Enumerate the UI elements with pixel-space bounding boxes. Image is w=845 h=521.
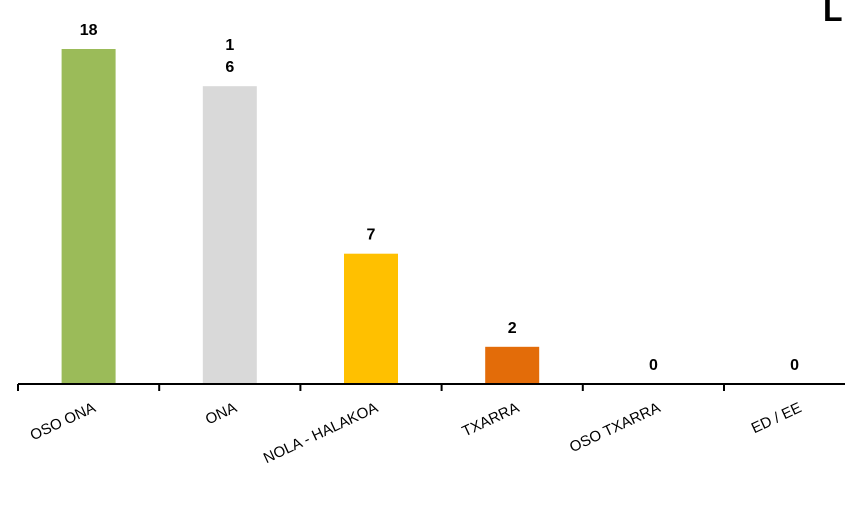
x-tick-label-3: NOLA - HALAKOA xyxy=(261,399,381,467)
bar-3 xyxy=(344,253,398,384)
bar-2 xyxy=(202,86,257,384)
x-tick-label-6: ED / EE xyxy=(749,399,805,437)
data-label-2-line-1: 1 xyxy=(225,37,234,54)
x-tick-label-4: TXARRA xyxy=(460,399,522,440)
data-label-5: 0 xyxy=(649,357,658,374)
chart-title: L xyxy=(823,0,843,28)
x-tick-label-1: OSO ONA xyxy=(28,399,99,444)
data-label-4: 2 xyxy=(508,320,517,337)
data-label-3: 7 xyxy=(367,227,376,244)
x-tick-label-2: ONA xyxy=(203,399,240,428)
data-label-1: 18 xyxy=(80,22,98,39)
data-label-6: 0 xyxy=(790,357,799,374)
data-label-2-line-2: 6 xyxy=(225,59,234,76)
bar-1 xyxy=(61,49,116,384)
x-tick-label-5: OSO TXARRA xyxy=(567,399,663,456)
bar-4 xyxy=(485,346,540,384)
